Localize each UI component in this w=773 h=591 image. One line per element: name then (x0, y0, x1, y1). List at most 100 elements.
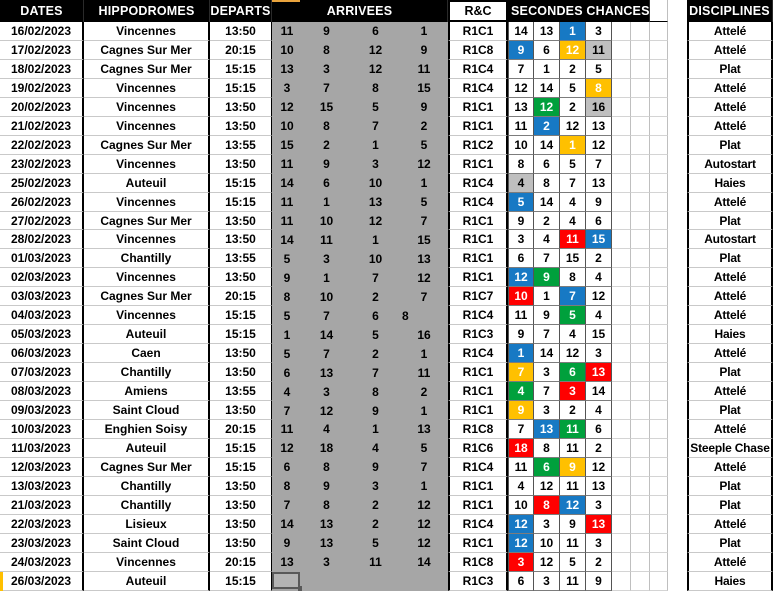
date-cell[interactable]: 03/03/2023 (0, 287, 84, 307)
seconde-chance-cell[interactable]: 1 (560, 135, 586, 155)
empty-cell[interactable] (650, 287, 668, 307)
rc-cell[interactable]: R1C1 (448, 363, 508, 383)
date-cell[interactable]: 10/03/2023 (0, 420, 84, 439)
arrivee-cell[interactable]: 8 (302, 116, 351, 136)
discipline-cell[interactable]: Plat (687, 135, 773, 155)
depart-time-cell[interactable]: 13:55 (210, 382, 272, 402)
discipline-cell[interactable]: Attelé (687, 116, 773, 136)
arrivee-cell[interactable]: 9 (351, 401, 400, 421)
depart-time-cell[interactable]: 20:15 (210, 40, 272, 60)
arrivee-cell[interactable]: 3 (351, 154, 400, 174)
discipline-cell[interactable]: Attelé (687, 306, 773, 326)
arrivee-cell[interactable]: 4 (351, 438, 400, 458)
arrivee-cell[interactable]: 16 (400, 325, 448, 345)
seconde-chance-cell[interactable]: 11 (560, 420, 586, 439)
seconde-chance-cell[interactable]: 5 (560, 78, 586, 98)
rc-cell[interactable]: R1C6 (448, 438, 508, 458)
seconde-chance-cell[interactable]: 11 (508, 116, 534, 136)
seconde-chance-cell[interactable]: 11 (508, 457, 534, 477)
empty-cell[interactable] (631, 211, 650, 231)
empty-cell[interactable] (631, 401, 650, 421)
seconde-chance-cell[interactable]: 3 (586, 22, 612, 41)
seconde-chance-cell[interactable]: 11 (560, 571, 586, 591)
gap-cell[interactable] (668, 211, 687, 231)
seconde-chance-cell[interactable]: 13 (586, 514, 612, 534)
date-cell[interactable]: 21/02/2023 (0, 116, 84, 136)
empty-cell[interactable] (650, 571, 668, 591)
arrivee-cell[interactable]: 5 (400, 438, 448, 458)
hippodrome-cell[interactable]: Chantilly (84, 249, 210, 269)
empty-cell[interactable] (612, 363, 631, 383)
arrivee-cell[interactable]: 13 (302, 363, 351, 383)
gap-cell[interactable] (668, 135, 687, 155)
seconde-chance-cell[interactable]: 6 (534, 154, 560, 174)
empty-cell[interactable] (612, 154, 631, 174)
seconde-chance-cell[interactable]: 3 (586, 533, 612, 553)
seconde-chance-cell[interactable]: 4 (586, 268, 612, 288)
depart-time-cell[interactable]: 15:15 (210, 173, 272, 193)
discipline-cell[interactable]: Autostart (687, 230, 773, 250)
hippodrome-cell[interactable]: Chantilly (84, 363, 210, 383)
arrivee-cell[interactable]: 7 (351, 363, 400, 383)
seconde-chance-cell[interactable]: 8 (560, 268, 586, 288)
empty-cell[interactable] (631, 230, 650, 250)
discipline-cell[interactable]: Plat (687, 249, 773, 269)
empty-cell[interactable] (650, 116, 668, 136)
arrivee-cell[interactable]: 12 (351, 59, 400, 79)
depart-time-cell[interactable]: 15:15 (210, 457, 272, 477)
gap-cell[interactable] (668, 325, 687, 345)
empty-cell[interactable] (631, 78, 650, 98)
hippodrome-cell[interactable]: Lisieux (84, 514, 210, 534)
seconde-chance-cell[interactable]: 3 (586, 495, 612, 515)
hippodrome-cell[interactable]: Vincennes (84, 306, 210, 326)
empty-cell[interactable] (631, 287, 650, 307)
empty-cell[interactable] (612, 59, 631, 79)
empty-cell[interactable] (631, 249, 650, 269)
empty-cell[interactable] (612, 552, 631, 572)
arrivee-cell[interactable]: 12 (351, 40, 400, 60)
empty-cell[interactable] (650, 401, 668, 421)
seconde-chance-cell[interactable]: 13 (534, 420, 560, 439)
arrivee-cell[interactable]: 10 (272, 40, 302, 60)
arrivee-cell[interactable]: 12 (351, 211, 400, 231)
gap-cell[interactable] (668, 420, 687, 439)
rc-cell[interactable]: R1C1 (448, 533, 508, 553)
arrivee-cell[interactable]: 8 (302, 495, 351, 515)
seconde-chance-cell[interactable]: 3 (534, 571, 560, 591)
rc-cell[interactable]: R1C3 (448, 325, 508, 345)
date-cell[interactable]: 08/03/2023 (0, 382, 84, 402)
seconde-chance-cell[interactable]: 11 (560, 438, 586, 458)
gap-cell[interactable] (668, 306, 687, 326)
arrivee-cell[interactable]: 12 (400, 268, 448, 288)
arrivee-cell[interactable] (351, 571, 400, 591)
empty-cell[interactable] (612, 40, 631, 60)
empty-cell[interactable] (612, 268, 631, 288)
arrivee-cell[interactable] (400, 571, 448, 591)
hippodrome-cell[interactable]: Chantilly (84, 495, 210, 515)
gap-cell[interactable] (668, 154, 687, 174)
arrivee-cell[interactable]: 2 (351, 514, 400, 534)
seconde-chance-cell[interactable]: 3 (534, 401, 560, 421)
seconde-chance-cell[interactable]: 12 (534, 97, 560, 117)
arrivee-cell[interactable]: 9 (400, 97, 448, 117)
empty-cell[interactable] (650, 78, 668, 98)
rc-cell[interactable]: R1C1 (448, 154, 508, 174)
seconde-chance-cell[interactable]: 2 (560, 401, 586, 421)
arrivee-cell[interactable]: 1 (302, 268, 351, 288)
empty-cell[interactable] (631, 382, 650, 402)
seconde-chance-cell[interactable]: 13 (586, 363, 612, 383)
hippodrome-cell[interactable]: Enghien Soisy (84, 420, 210, 439)
arrivee-cell[interactable]: 4 (302, 420, 351, 439)
rc-cell[interactable]: R1C1 (448, 382, 508, 402)
discipline-cell[interactable]: Attelé (687, 382, 773, 402)
seconde-chance-cell[interactable]: 15 (586, 325, 612, 345)
seconde-chance-cell[interactable]: 7 (534, 325, 560, 345)
seconde-chance-cell[interactable]: 6 (586, 211, 612, 231)
seconde-chance-cell[interactable]: 9 (508, 401, 534, 421)
hippodrome-cell[interactable]: Amiens (84, 382, 210, 402)
arrivee-cell[interactable]: 11 (272, 154, 302, 174)
empty-cell[interactable] (650, 438, 668, 458)
depart-time-cell[interactable]: 20:15 (210, 552, 272, 572)
date-cell[interactable]: 18/02/2023 (0, 59, 84, 79)
empty-cell[interactable] (612, 438, 631, 458)
